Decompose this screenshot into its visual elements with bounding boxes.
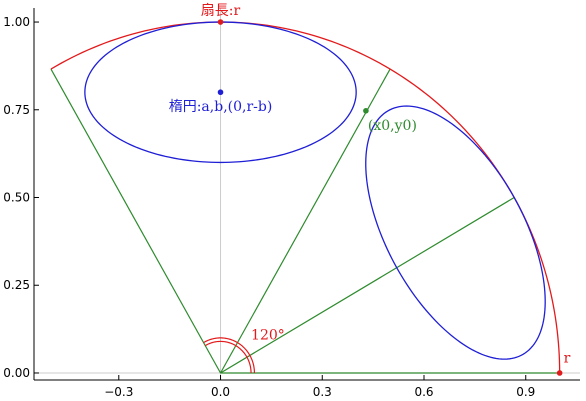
sector-label: 扇長:r — [201, 3, 241, 19]
ray-line — [220, 196, 515, 374]
angle-arc — [204, 340, 252, 373]
point-label: (x0,y0) — [368, 118, 417, 134]
x-axis-ticks: −0.3 0.0 0.3 0.6 0.9 — [104, 375, 535, 399]
point-x0y0 — [363, 107, 369, 114]
x-tick-label: 0.0 — [211, 385, 230, 399]
y-tick-label: 0.25 — [3, 278, 30, 292]
y-tick-label: 0.50 — [3, 191, 30, 205]
point-top — [217, 19, 224, 25]
ray-line — [50, 68, 222, 374]
y-tick-label: 0.00 — [3, 366, 30, 380]
x-tick-label: 0.3 — [313, 385, 332, 399]
point-r — [556, 370, 563, 376]
radius-label: r — [564, 350, 571, 366]
ellipse-label: 楕円:a,b,(0,r-b) — [169, 98, 273, 115]
sector-arc — [50, 21, 561, 373]
point-center — [217, 89, 224, 96]
plot-marks — [50, 19, 563, 376]
x-tick-label: −0.3 — [104, 385, 133, 399]
y-tick-label: 0.75 — [3, 103, 30, 117]
x-tick-label: 0.6 — [414, 385, 433, 399]
y-axis-ticks: 0.00 0.25 0.50 0.75 1.00 — [3, 15, 39, 380]
ellipse-top — [84, 21, 357, 164]
angle-label: 120° — [251, 328, 285, 344]
y-tick-label: 1.00 — [3, 15, 30, 29]
ray-line — [219, 68, 391, 374]
angle-arc — [203, 337, 256, 373]
axes-frame — [33, 8, 580, 381]
x-tick-label: 0.9 — [516, 385, 535, 399]
ellipse-right — [365, 105, 546, 360]
